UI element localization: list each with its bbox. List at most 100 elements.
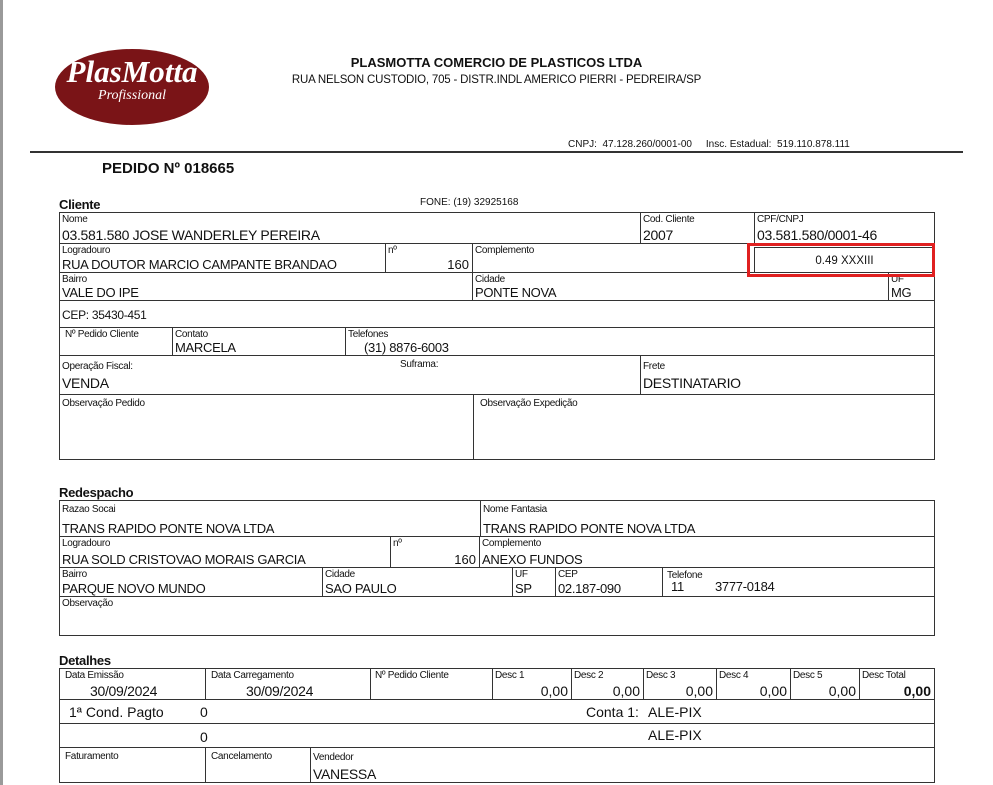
label: Data Carregamento <box>211 670 294 681</box>
redespacho-razao-cell: Razao Socai TRANS RAPIDO PONTE NOVA LTDA <box>59 500 481 537</box>
desc-value: 0,00 <box>685 683 713 699</box>
company-cnpj: CNPJ: 47.128.260/0001-00 Insc. Estadual:… <box>568 139 850 150</box>
desc-value: 0,00 <box>540 683 568 699</box>
desc-total-value: 0,00 <box>903 683 931 699</box>
cond-pagto-value-2: 0 <box>200 729 208 745</box>
redespacho-cidade-cell: Cidade SAO PAULO <box>322 567 513 597</box>
cond-pagto-row-2: 0 ALE-PIX <box>59 723 935 748</box>
redespacho-fantasia: TRANS RAPIDO PONTE NOVA LTDA <box>483 521 696 536</box>
conta-value: ALE-PIX <box>648 704 702 720</box>
label: Cancelamento <box>211 751 272 762</box>
label: UF <box>891 274 904 285</box>
redespacho-num-cell: nº 160 <box>390 536 480 568</box>
cliente-logradouro: RUA DOUTOR MARCIO CAMPANTE BRANDAO <box>62 257 337 272</box>
label: Desc Total <box>862 670 906 681</box>
label: Faturamento <box>65 751 119 762</box>
company-name: PLASMOTTA COMERCIO DE PLASTICOS LTDA <box>350 55 643 70</box>
label: Bairro <box>62 274 87 285</box>
label: Desc 2 <box>574 670 604 681</box>
logo-text: PlasMotta <box>66 54 198 89</box>
cliente-operacao: VENDA <box>62 375 109 391</box>
cliente-cpf: 03.581.580/0001-46 <box>757 227 877 243</box>
faturamento-cell: Faturamento <box>59 747 206 783</box>
redespacho-complemento: ANEXO FUNDOS <box>482 552 583 567</box>
cond-pagto-row: 1ª Cond. Pagto 0 Conta 1: ALE-PIX <box>59 699 935 724</box>
cliente-telefones-cell: Telefones (31) 8876-6003 <box>345 327 935 356</box>
redespacho-complemento-cell: Complemento ANEXO FUNDOS <box>479 536 935 568</box>
label: Nº Pedido Cliente <box>65 329 139 340</box>
cliente-frete: DESTINATARIO <box>643 375 741 391</box>
redespacho-logradouro-cell: Logradouro RUA SOLD CRISTOVAO MORAIS GARC… <box>59 536 391 568</box>
label: Telefone <box>667 570 703 581</box>
label: Desc 5 <box>793 670 823 681</box>
label: nº <box>393 538 402 549</box>
redespacho-uf: SP <box>515 581 532 596</box>
desc-value: 0,00 <box>612 683 640 699</box>
highlight-box <box>747 243 935 277</box>
label: Nome <box>62 214 88 225</box>
redespacho-telefone-cell: Telefone 11 3777-0184 <box>662 567 935 597</box>
label: UF <box>515 569 528 580</box>
desc-total-cell: Desc Total 0,00 <box>859 668 935 700</box>
page-edge <box>0 0 3 785</box>
data-carregamento: 30/09/2024 <box>246 683 314 699</box>
redespacho-num: 160 <box>454 552 476 567</box>
cliente-contato: MARCELA <box>175 340 236 355</box>
label: Cidade <box>475 274 505 285</box>
redespacho-razao: TRANS RAPIDO PONTE NOVA LTDA <box>62 521 275 536</box>
redespacho-section-title: Redespacho <box>59 485 134 500</box>
redespacho-bairro-cell: Bairro PARQUE NOVO MUNDO <box>59 567 323 597</box>
label: CPF/CNPJ <box>757 214 804 225</box>
label: Telefones <box>348 329 389 340</box>
label: Desc 4 <box>719 670 749 681</box>
redespacho-obs-cell: Observação <box>59 596 935 636</box>
label: CEP <box>558 569 578 580</box>
cliente-cod-cell: Cod. Cliente 2007 <box>640 212 755 244</box>
label: Logradouro <box>62 538 111 549</box>
conta-label: Conta 1: <box>586 704 639 720</box>
cliente-cep-cell: CEP: 35430-451 <box>59 300 935 328</box>
label: Razao Socai <box>62 504 116 515</box>
header-divider <box>30 151 963 153</box>
cliente-num: 160 <box>447 257 469 272</box>
cliente-contato-cell: Contato MARCELA <box>172 327 346 356</box>
cliente-fone: FONE: (19) 32925168 <box>420 197 519 208</box>
redespacho-fantasia-cell: Nome Fantasia TRANS RAPIDO PONTE NOVA LTD… <box>480 500 935 537</box>
redespacho-telefone: 3777-0184 <box>715 579 775 594</box>
redespacho-bairro: PARQUE NOVO MUNDO <box>62 581 206 596</box>
label: Observação Pedido <box>62 398 145 409</box>
det-pedido-cliente-cell: Nº Pedido Cliente <box>370 668 493 700</box>
desc-value: 0,00 <box>828 683 856 699</box>
cliente-bairro-cell: Bairro VALE DO IPE <box>59 272 473 301</box>
cliente-bairro: VALE DO IPE <box>62 285 139 300</box>
desc-3-cell: Desc 3 0,00 <box>643 668 717 700</box>
label: Contato <box>175 329 208 340</box>
vendedor-cell: Vendedor VANESSA <box>310 747 935 783</box>
redespacho-cidade: SAO PAULO <box>325 581 397 596</box>
cliente-num-cell: nº 160 <box>385 243 473 273</box>
cliente-pedido-cell: Nº Pedido Cliente <box>59 327 173 356</box>
cliente-operacao-cell: Operação Fiscal: VENDA Suframa: <box>59 355 641 395</box>
label: Logradouro <box>62 245 111 256</box>
obs-expedicao-cell: Observação Expedição <box>473 394 935 460</box>
label: Observação <box>62 598 113 609</box>
label: Operação Fiscal: <box>62 361 133 372</box>
label: Complemento <box>482 538 541 549</box>
label: Cidade <box>325 569 355 580</box>
highlighted-value: 0.49 XXXIII <box>815 255 874 267</box>
logo-subtext: Profissional <box>98 88 166 103</box>
label: Frete <box>643 361 665 372</box>
cliente-extra-cell: 0.49 XXXIII <box>754 247 935 273</box>
label: Vendedor <box>313 752 354 763</box>
emissao-cell: Data Emissão 30/09/2024 <box>59 668 206 700</box>
conta-value-2: ALE-PIX <box>648 727 702 743</box>
suframa-label: Suframa: <box>400 359 439 370</box>
obs-pedido-cell: Observação Pedido <box>59 394 474 460</box>
order-title: PEDIDO Nº 018665 <box>102 160 235 177</box>
label: Desc 1 <box>495 670 525 681</box>
cliente-cep: CEP: 35430-451 <box>62 308 147 322</box>
cliente-cpf-cell: CPF/CNPJ 03.581.580/0001-46 <box>754 212 935 244</box>
cliente-frete-cell: Frete DESTINATARIO <box>640 355 935 395</box>
cliente-cidade: PONTE NOVA <box>475 285 557 300</box>
label: Nome Fantasia <box>483 504 547 515</box>
